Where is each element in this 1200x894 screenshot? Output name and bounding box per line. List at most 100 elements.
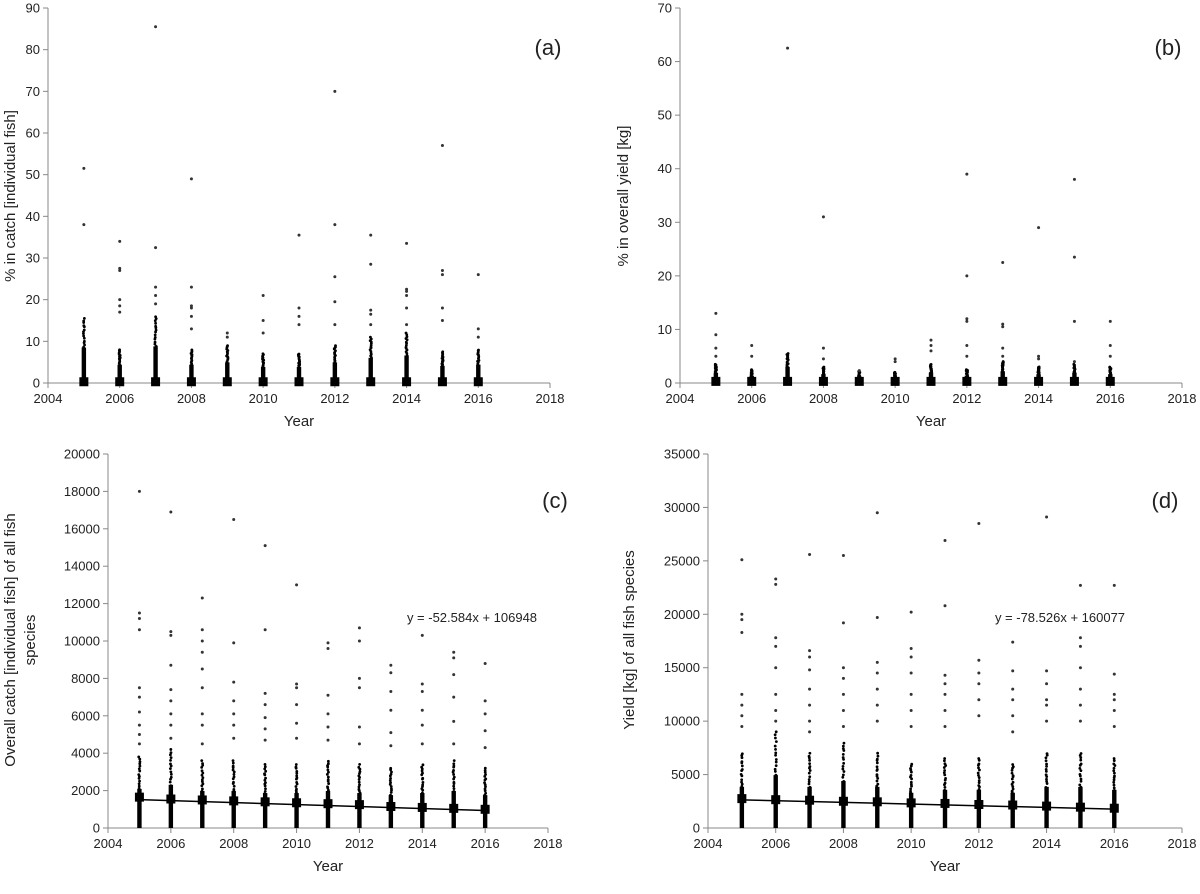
outlier-point [774, 692, 778, 696]
data-point [977, 784, 981, 787]
data-strip [908, 792, 914, 828]
data-point [1079, 769, 1083, 772]
mean-marker [186, 377, 196, 387]
trendline [139, 798, 486, 812]
outlier-point [200, 686, 204, 690]
y-axis-title: % in overall yield [kg] [615, 126, 632, 267]
data-point [1011, 787, 1015, 791]
data-point [231, 764, 235, 768]
outlier-point [189, 327, 193, 331]
outlier-point [189, 306, 193, 310]
data-point [138, 757, 142, 761]
data-point [390, 770, 393, 774]
data-point [1010, 789, 1014, 793]
data-point [1078, 766, 1082, 770]
outlier-point [389, 708, 393, 712]
outlier-point [169, 699, 173, 703]
data-point [200, 765, 204, 769]
data-point [964, 368, 968, 372]
trendline-equation: y = -52.584x + 106948 [407, 610, 537, 625]
chart-panel-1: 0 10 20 30 40 50 60 70 2004 2006 2008 2010 2012 2014 2… [615, 1, 1196, 431]
outlier-point [326, 725, 330, 729]
data-point [1112, 780, 1116, 784]
outlier-point [232, 736, 236, 740]
data-point [875, 757, 879, 761]
outlier-point [909, 671, 913, 675]
data-point [977, 781, 981, 784]
data-point [1045, 779, 1049, 783]
outlier-point [389, 663, 393, 667]
outlier-point [232, 517, 236, 521]
outlier-point [118, 298, 122, 302]
data-point [200, 789, 204, 793]
data-point [713, 362, 717, 366]
data-point [1112, 766, 1116, 770]
outlier-point [1011, 730, 1015, 734]
outlier-point [977, 714, 981, 718]
outlier-point [1112, 698, 1116, 702]
mean-marker [783, 376, 793, 386]
outlier-point [841, 692, 845, 696]
y-tick-label: 40 [658, 161, 672, 176]
data-point [137, 755, 141, 759]
data-point [169, 751, 173, 755]
outlier-point [943, 708, 947, 712]
data-point [326, 775, 330, 779]
data-point [137, 773, 141, 776]
data-point [1079, 762, 1083, 766]
outlier-point [483, 661, 487, 665]
data-point [1079, 777, 1083, 781]
outlier-point [137, 710, 141, 714]
data-point [807, 780, 811, 784]
data-point [1011, 765, 1015, 769]
outlier-point [808, 719, 812, 723]
outlier-point [169, 630, 173, 634]
data-point [200, 773, 204, 777]
outlier-point [297, 306, 301, 310]
x-tick-label: 2016 [471, 836, 500, 851]
data-point [82, 339, 86, 343]
chart-panel-3: 0 5000 10000 15000 20000 25000 30000 35000 2004 2… [621, 447, 1196, 876]
outlier-point [452, 695, 456, 699]
outlier-point [875, 511, 879, 515]
outlier-point [841, 724, 845, 728]
data-point [153, 340, 157, 344]
data-strip [739, 786, 745, 828]
data-point [977, 766, 980, 770]
mean-marker [222, 377, 232, 387]
data-point [1001, 360, 1005, 363]
data-point [740, 764, 744, 768]
outlier-point [714, 333, 718, 337]
data-strip [231, 790, 236, 828]
outlier-point [1078, 644, 1082, 648]
data-point [943, 769, 947, 772]
data-point [1045, 782, 1049, 785]
data-point [484, 791, 488, 795]
data-point [264, 776, 267, 780]
outlier-point [786, 46, 790, 50]
x-tick-label: 2008 [829, 836, 858, 851]
mean-marker [260, 797, 270, 807]
panel-label: (c) [542, 488, 568, 513]
data-point [82, 336, 86, 340]
outlier-point [82, 166, 86, 170]
data-point [201, 762, 204, 765]
data-point [875, 773, 879, 776]
outlier-point [154, 294, 158, 297]
outlier-point [965, 344, 969, 347]
data-point [909, 767, 912, 770]
panel-label: (a) [535, 35, 562, 60]
outlier-point [740, 612, 744, 616]
data-point [169, 753, 172, 757]
outlier-point [476, 327, 480, 331]
outlier-point [1078, 666, 1082, 670]
y-tick-label: 35000 [664, 447, 700, 462]
data-point [910, 762, 914, 766]
outlier-point [1001, 322, 1005, 326]
data-point [83, 343, 86, 347]
outlier-point [1011, 669, 1015, 673]
data-point [421, 776, 425, 780]
data-point [876, 754, 880, 758]
x-tick-label: 2006 [105, 391, 134, 406]
